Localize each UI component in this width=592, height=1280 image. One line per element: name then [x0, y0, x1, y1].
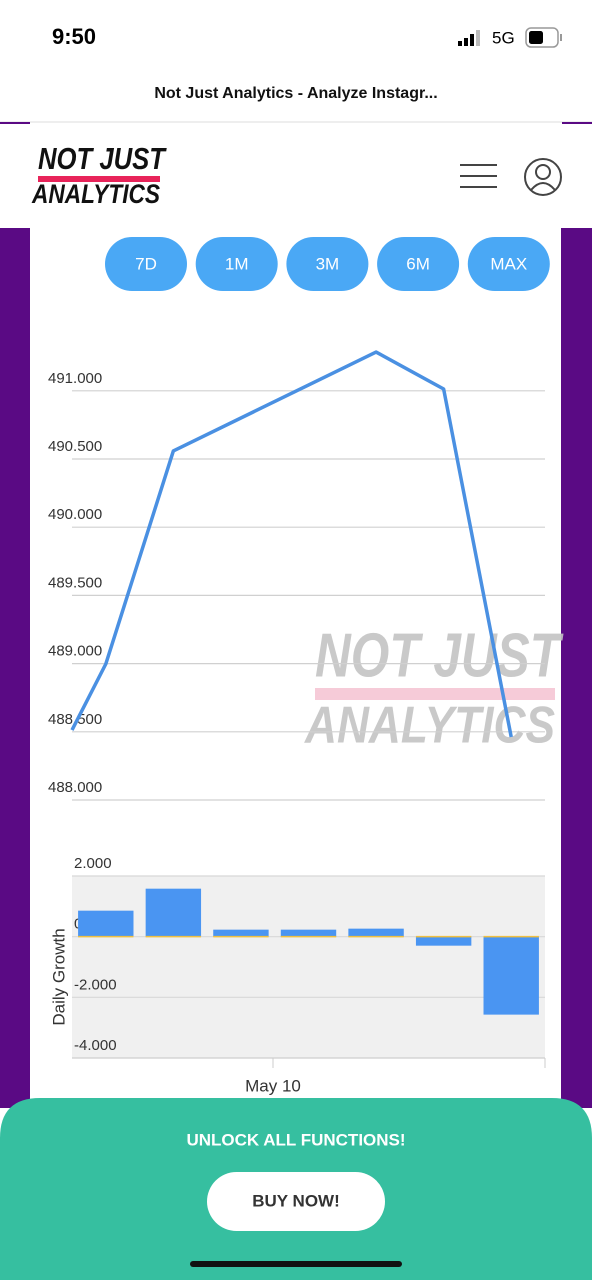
battery-outline — [525, 27, 559, 48]
bar — [483, 936, 539, 1015]
watermark-bottom: ANALYTICS — [303, 697, 555, 755]
range-button[interactable] — [467, 237, 550, 291]
y-tick-label: -2.000 — [74, 976, 117, 993]
range-button[interactable] — [195, 237, 278, 291]
bar — [145, 888, 202, 937]
y-axis-label: Daily Growth — [49, 928, 68, 1025]
logo-stripe — [38, 176, 160, 182]
y-tick-label: 488.500 — [48, 711, 102, 728]
logo-bottom: ANALYTICS — [31, 179, 160, 209]
y-tick-label: 489.500 — [48, 574, 102, 591]
profile-head — [535, 164, 551, 180]
watermark: NOT JUST ANALYTICS — [303, 621, 564, 754]
signal-icon — [458, 30, 480, 46]
y-tick-label: 488.000 — [48, 779, 102, 796]
signal-bar — [470, 34, 474, 46]
plot-background — [72, 876, 545, 1058]
battery-level — [529, 31, 543, 44]
signal-bar — [476, 30, 480, 46]
status-time: 9:50 — [52, 24, 96, 49]
range-buttons: 7D 1M 3M 6M MAX — [105, 237, 550, 291]
banner-title: UNLOCK ALL FUNCTIONS! — [186, 1130, 405, 1149]
bar — [280, 929, 337, 937]
range-button-label: 3M — [316, 254, 340, 273]
y-tick-label: 2.000 — [74, 855, 112, 872]
logo[interactable]: NOT JUST ANALYTICS — [31, 141, 167, 209]
profile-button[interactable] — [524, 158, 562, 196]
y-tick-label: 491.000 — [48, 370, 102, 387]
range-button[interactable] — [105, 237, 187, 291]
y-tick-label: 489.000 — [48, 643, 102, 660]
range-button-label: MAX — [490, 254, 527, 273]
profile-circle — [524, 158, 562, 196]
y-tick-label: 490.500 — [48, 438, 102, 455]
y-tick-label: 490.000 — [48, 506, 102, 523]
bar — [415, 936, 472, 946]
signal-bar — [458, 41, 462, 46]
logo-top: NOT JUST — [38, 141, 168, 176]
profile-body — [530, 182, 556, 191]
menu-button[interactable] — [460, 164, 497, 188]
bar — [213, 929, 269, 937]
buy-button-label: BUY NOW! — [252, 1191, 340, 1210]
battery-tip — [560, 34, 562, 41]
home-indicator — [190, 1261, 402, 1267]
range-button[interactable] — [286, 237, 369, 291]
bar — [78, 910, 134, 937]
watermark-stripe — [315, 688, 555, 700]
buy-button[interactable] — [207, 1172, 385, 1231]
bar — [348, 928, 404, 937]
signal-bar — [464, 38, 468, 46]
x-tick-label: May 10 — [245, 1076, 301, 1095]
range-button-label: 7D — [135, 254, 157, 273]
data-line — [70, 350, 513, 738]
network-type: 5G — [492, 28, 515, 47]
watermark-top: NOT JUST — [315, 621, 564, 690]
page-title: Not Just Analytics - Analyze Instagr... — [154, 85, 437, 102]
range-button-label: 1M — [225, 254, 249, 273]
battery-icon — [525, 27, 562, 48]
y-tick-label: -4.000 — [74, 1037, 117, 1054]
charts: 488.000 488.500 489.000 489.500 490.000 490.5… — [48, 350, 546, 1095]
range-button-label: 6M — [406, 254, 430, 273]
range-button[interactable] — [377, 237, 460, 291]
